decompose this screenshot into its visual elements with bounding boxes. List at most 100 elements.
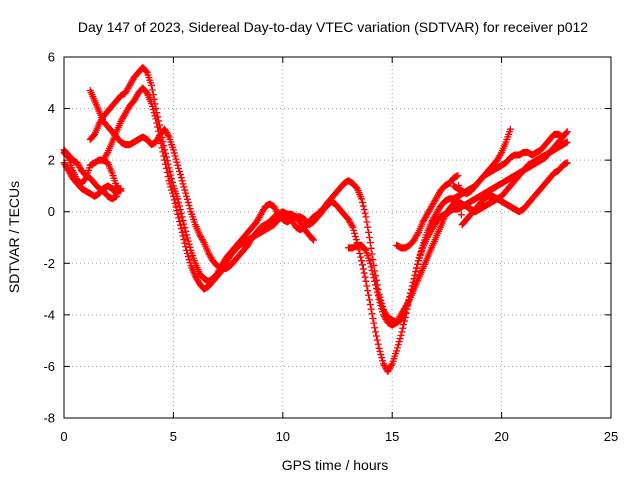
data-point [365, 296, 373, 304]
data-point [368, 267, 376, 275]
data-point [378, 354, 386, 362]
data-point [173, 207, 181, 215]
data-point [185, 256, 193, 264]
data-point [168, 186, 176, 194]
data-point [181, 186, 189, 194]
data-point [117, 185, 125, 193]
data-point [379, 308, 387, 316]
data-point [399, 324, 407, 332]
data-point [178, 213, 186, 221]
data-point [169, 189, 177, 197]
data-point [173, 158, 181, 166]
data-point [164, 131, 172, 139]
data-point [350, 226, 358, 234]
data-point [159, 148, 167, 156]
data-point [371, 277, 379, 285]
data-point [150, 109, 158, 117]
data-point [359, 202, 367, 210]
data-point [161, 156, 169, 164]
axis-ticks [63, 56, 612, 419]
data-point [563, 128, 571, 136]
data-point [358, 198, 366, 206]
data-point [186, 259, 194, 267]
data-point [167, 183, 175, 191]
data-point [148, 86, 156, 94]
y-tick-label: 0 [48, 204, 55, 219]
data-point [366, 239, 374, 247]
data-point [359, 265, 367, 273]
data-point [169, 192, 177, 200]
data-point [158, 144, 166, 152]
data-point [366, 259, 374, 267]
data-point [182, 243, 190, 251]
data-point [457, 211, 465, 219]
data-point [174, 210, 182, 218]
data-point [456, 201, 464, 209]
data-point [365, 234, 373, 241]
data-point [174, 195, 182, 203]
plot-frame [63, 56, 612, 419]
data-point [397, 331, 405, 339]
data-point [414, 260, 422, 268]
data-point [363, 282, 371, 290]
y-tick-label: 2 [48, 153, 55, 168]
data-point [405, 297, 413, 305]
data-point [186, 205, 194, 213]
data-point [412, 268, 420, 276]
data-point [374, 292, 382, 300]
data-point [176, 218, 184, 226]
data-point [181, 224, 189, 232]
x-tick-label: 15 [385, 429, 399, 444]
data-point [366, 301, 374, 309]
data-point [199, 237, 207, 245]
data-point [148, 81, 156, 89]
data-point [348, 222, 356, 230]
y-tick-label: -2 [43, 256, 55, 271]
data-point [370, 319, 378, 327]
x-tick-label: 25 [604, 429, 618, 444]
data-point [372, 285, 380, 293]
data-point [369, 270, 377, 278]
data-point [179, 216, 187, 224]
data-point [400, 317, 408, 325]
data-point [151, 112, 159, 120]
data-point [372, 332, 380, 340]
data-point [160, 152, 168, 160]
grid-lines [64, 57, 611, 418]
data-point [155, 127, 163, 135]
data-point [183, 234, 191, 242]
data-point [497, 150, 505, 158]
y-tick-label: 4 [48, 101, 55, 116]
data-point [154, 123, 162, 131]
y-tick-label: -8 [43, 411, 55, 426]
data-point [367, 244, 375, 252]
data-point [103, 150, 111, 158]
data-point [361, 245, 369, 253]
data-point [178, 177, 186, 185]
data-point [369, 256, 377, 264]
data-point [185, 240, 193, 248]
data-point [372, 328, 380, 336]
data-point [562, 129, 570, 137]
data-point [349, 223, 357, 231]
data-point [176, 202, 184, 210]
data-point [358, 261, 366, 269]
x-axis-label: GPS time / hours [282, 457, 389, 473]
data-point [156, 136, 164, 144]
data-point [176, 206, 184, 214]
data-point [395, 338, 403, 346]
data-point [369, 314, 377, 322]
data-point [356, 249, 364, 257]
data-point [176, 167, 184, 175]
y-tick-label: 6 [48, 50, 55, 65]
data-point [184, 253, 192, 261]
data-point [181, 239, 189, 247]
data-point [351, 229, 359, 237]
data-point [393, 344, 401, 352]
data-point [372, 281, 380, 289]
data-point [177, 174, 185, 182]
y-tick-labels: -8 -6 -4 -2 0 2 4 6 [43, 50, 55, 426]
data-point [155, 131, 163, 139]
data-point [454, 172, 462, 180]
